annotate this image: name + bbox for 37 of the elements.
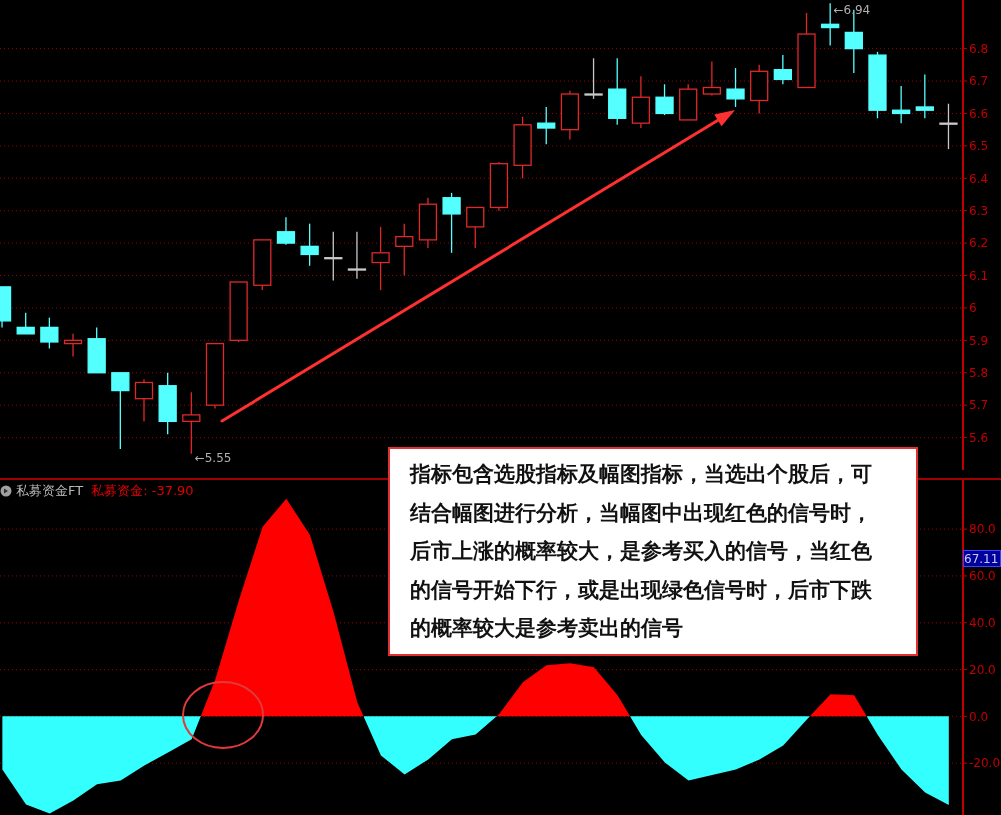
y-tick-label: 6.6 — [969, 106, 989, 121]
annotation: 67.11 — [963, 550, 1001, 568]
y-tick-label: 20.0 — [969, 662, 996, 677]
y-tick-label: 0.0 — [969, 709, 989, 724]
y-tick-label: 5.9 — [969, 333, 989, 348]
y-tick-label: 5.8 — [969, 366, 989, 381]
y-tick-label: 5.6 — [969, 430, 989, 445]
candlestick — [182, 391, 201, 455]
y-tick-label: 6.7 — [969, 74, 989, 89]
candlestick — [371, 226, 390, 291]
y-tick-label: 60.0 — [969, 569, 996, 584]
y-tick-label: 6 — [969, 301, 977, 316]
note-box: 指标包含选股指标及幅图指标，当选出个股后，可结合幅图进行分析，当幅图中出现红色的信号时，后市上涨的概率较大，是参考买入的信号，当红色的信号开始下行，或是出现绿色信号时，后市下跌的概率较大是参考卖出的信号 — [388, 447, 918, 656]
candlestick — [134, 378, 154, 423]
candlestick — [702, 60, 722, 97]
annotation: ←6.94 — [833, 2, 871, 17]
candlestick — [939, 103, 958, 150]
y-tick-label: 6.4 — [969, 171, 989, 186]
y-tick-label: 5.7 — [969, 398, 989, 413]
y-tick-label: 6.8 — [969, 41, 989, 56]
candlestick — [560, 90, 580, 141]
annotation: 私募资金: -37.90 — [91, 482, 194, 500]
candlestick — [418, 197, 438, 249]
y-tick-label: 6.3 — [969, 203, 989, 218]
annotation: ←5.55 — [194, 451, 232, 466]
y-tick-label: 6.2 — [969, 236, 989, 251]
candlestick — [324, 231, 343, 282]
candlestick — [276, 216, 296, 246]
y-tick-label: 80.0 — [969, 522, 996, 537]
candlestick — [347, 231, 367, 280]
candlestick — [631, 75, 651, 129]
y-tick-label: 6.1 — [969, 268, 989, 283]
y-tick-label: 40.0 — [969, 616, 996, 631]
candlestick — [489, 161, 509, 212]
chart-title: 私募资金FT — [16, 482, 84, 500]
y-tick-label: -20.0 — [969, 756, 1001, 771]
y-tick-label: 6.5 — [969, 139, 989, 154]
